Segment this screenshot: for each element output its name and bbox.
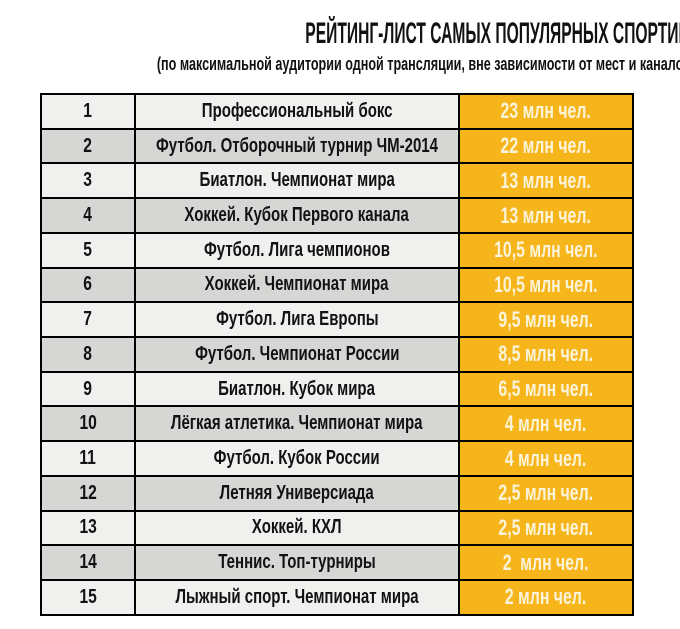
rank-value: 2 (83, 134, 93, 157)
audience-value: 2,5 млн чел. (498, 514, 594, 540)
rank-value: 3 (83, 169, 93, 192)
event-cell: Хоккей. Чемпионат мира (136, 268, 458, 302)
rank-value: 7 (83, 308, 93, 331)
event-cell: Летняя Универсиада (136, 476, 458, 510)
audience-value: 22 млн чел. (500, 133, 592, 159)
audience-value: 23 млн чел. (500, 98, 592, 124)
audience-value: 13 млн чел. (500, 167, 592, 193)
audience-cell: 4 млн чел. (460, 442, 632, 475)
rank-cell: 8 (42, 338, 134, 371)
rank-value: 15 (79, 585, 97, 608)
event-name: Футбол. Лига Европы (215, 308, 379, 331)
event-cell: Лёгкая атлетика. Чемпионат мира (136, 407, 458, 441)
audience-value: 13 млн чел. (500, 202, 592, 228)
event-name: Футбол. Отборочный турнир ЧМ-2014 (156, 134, 438, 157)
event-cell: Хоккей. Кубок Первого канала (136, 199, 458, 232)
audience-cell: 22 млн чел. (460, 129, 632, 163)
event-cell: Теннис. Топ-турниры (136, 546, 458, 580)
rank-cell: 6 (42, 268, 134, 302)
page-subtitle: (по максимальной аудитории одной трансля… (0, 54, 680, 74)
rank-cell: 3 (42, 164, 134, 198)
rank-cell: 7 (42, 303, 134, 337)
event-name: Футбол. Кубок России (214, 447, 380, 470)
event-cell: Футбол. Лига Европы (136, 303, 458, 337)
rank-value: 10 (79, 412, 97, 435)
event-cell: Футбол. Отборочный турнир ЧМ-2014 (136, 129, 458, 163)
event-cell: Лыжный спорт. Чемпионат мира (136, 581, 458, 614)
event-cell: Хоккей. КХЛ (136, 511, 458, 545)
audience-cell: 23 млн чел. (460, 95, 632, 128)
audience-value: 10,5 млн чел. (494, 271, 598, 297)
event-cell: Биатлон. Чемпионат мира (136, 164, 458, 198)
rank-value: 12 (79, 481, 97, 504)
page-title: РЕЙТИНГ-ЛИСТ САМЫХ ПОПУЛЯРНЫХ СПОРТИВНЫХ… (0, 18, 680, 50)
audience-value: 9,5 млн чел. (498, 306, 594, 332)
audience-cell: 13 млн чел. (460, 199, 632, 232)
audience-value: 4 млн чел. (505, 410, 587, 436)
rank-cell: 2 (42, 129, 134, 163)
event-name: Лыжный спорт. Чемпионат мира (175, 585, 419, 608)
event-cell: Профессиональный бокс (136, 95, 458, 128)
audience-cell: 10,5 млн чел. (460, 233, 632, 267)
rank-cell: 13 (42, 511, 134, 545)
rank-cell: 5 (42, 233, 134, 267)
page-title-text: РЕЙТИНГ-ЛИСТ САМЫХ ПОПУЛЯРНЫХ СПОРТИВНЫХ… (305, 17, 680, 50)
rank-cell: 11 (42, 442, 134, 475)
page-subtitle-text: (по максимальной аудитории одной трансля… (156, 54, 680, 74)
event-name: Футбол. Лига чемпионов (204, 238, 390, 261)
rank-value: 11 (79, 447, 97, 470)
rank-value: 9 (83, 377, 93, 400)
rank-value: 13 (79, 516, 97, 539)
rank-cell: 14 (42, 546, 134, 580)
audience-value: 4 млн чел. (505, 445, 587, 471)
rank-value: 1 (83, 99, 93, 122)
event-name: Хоккей. Чемпионат мира (205, 273, 389, 296)
rank-value: 4 (83, 204, 93, 227)
ratings-table: 1 Профессиональный бокс 23 млн чел. 2 Фу… (40, 93, 634, 616)
rank-cell: 15 (42, 581, 134, 614)
event-name: Профессиональный бокс (201, 99, 393, 122)
audience-cell: 9,5 млн чел. (460, 303, 632, 337)
event-cell: Футбол. Кубок России (136, 442, 458, 475)
event-name: Хоккей. КХЛ (252, 516, 342, 539)
rank-value: 5 (83, 238, 93, 261)
event-name: Теннис. Топ-турниры (218, 551, 376, 574)
audience-cell: 10,5 млн чел. (460, 268, 632, 302)
audience-value: 8,5 млн чел. (498, 341, 594, 367)
audience-value: 2,5 млн чел. (498, 480, 594, 506)
rank-value: 6 (83, 273, 93, 296)
rank-cell: 12 (42, 476, 134, 510)
event-cell: Биатлон. Кубок мира (136, 372, 458, 406)
event-cell: Футбол. Чемпионат России (136, 338, 458, 371)
event-name: Хоккей. Кубок Первого канала (184, 204, 410, 227)
audience-cell: 13 млн чел. (460, 164, 632, 198)
rank-value: 8 (83, 342, 93, 365)
event-name: Лёгкая атлетика. Чемпионат мира (171, 412, 423, 435)
audience-cell: 2 млн чел. (460, 546, 632, 580)
rank-cell: 1 (42, 95, 134, 128)
audience-value: 2 млн чел. (503, 549, 589, 575)
event-cell: Футбол. Лига чемпионов (136, 233, 458, 267)
event-name: Биатлон. Кубок мира (218, 377, 376, 400)
audience-cell: 2,5 млн чел. (460, 476, 632, 510)
rank-value: 14 (79, 551, 97, 574)
event-name: Биатлон. Чемпионат мира (199, 169, 395, 192)
audience-cell: 4 млн чел. (460, 407, 632, 441)
page-header: РЕЙТИНГ-ЛИСТ САМЫХ ПОПУЛЯРНЫХ СПОРТИВНЫХ… (0, 0, 680, 75)
event-name: Футбол. Чемпионат России (194, 342, 400, 365)
rank-cell: 10 (42, 407, 134, 441)
audience-value: 2 млн чел. (505, 584, 587, 610)
event-name: Летняя Универсиада (219, 481, 375, 504)
audience-cell: 2 млн чел. (460, 581, 632, 614)
audience-cell: 6,5 млн чел. (460, 372, 632, 406)
audience-cell: 8,5 млн чел. (460, 338, 632, 371)
rank-cell: 9 (42, 372, 134, 406)
audience-value: 6,5 млн чел. (498, 376, 594, 402)
rank-cell: 4 (42, 199, 134, 232)
audience-value: 10,5 млн чел. (494, 237, 598, 263)
audience-cell: 2,5 млн чел. (460, 511, 632, 545)
